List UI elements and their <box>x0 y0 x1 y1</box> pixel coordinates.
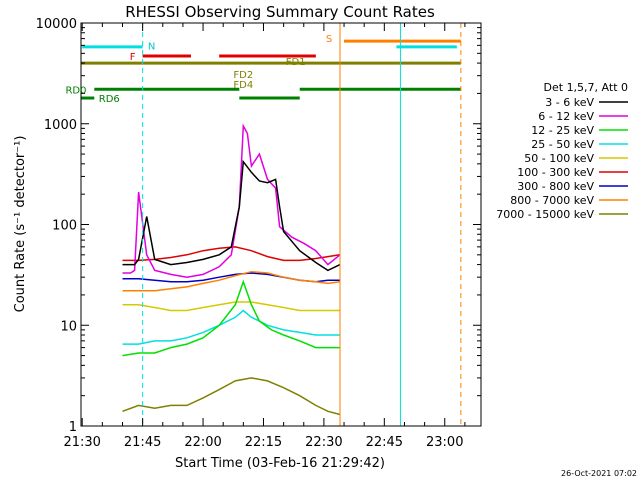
legend-entry-label: 25 - 50 keV <box>531 138 594 151</box>
x-tick-label: 21:30 <box>63 435 100 450</box>
legend-entry-label: 6 - 12 keV <box>538 110 594 123</box>
x-tick-label: 22:15 <box>245 435 282 450</box>
x-axis-label: Start Time (03-Feb-16 21:29:42) <box>175 456 385 471</box>
legend-title: Det 1,5,7, Att 0 <box>544 81 628 94</box>
legend-entry-label: 100 - 300 keV <box>517 166 594 179</box>
series-line-6-12-kev <box>122 123 341 278</box>
flag-label-fd4: FD4 <box>233 80 253 91</box>
legend-entry-label: 800 - 7000 keV <box>510 194 594 207</box>
flag-label-rd6: RD6 <box>99 94 120 105</box>
y-tick-label: 100 <box>52 219 77 234</box>
y-tick-label: 10000 <box>36 17 77 32</box>
legend-entry-label: 50 - 100 keV <box>524 152 594 165</box>
chart-title: RHESSI Observing Summary Count Rates <box>125 3 435 21</box>
flag-label-fd2: FD2 <box>233 70 253 81</box>
flag-label-fd1: FD1 <box>286 57 306 68</box>
x-tick-label: 22:45 <box>366 435 403 450</box>
y-tick-label: 10 <box>60 319 77 334</box>
x-tick-label: 21:45 <box>124 435 161 450</box>
flag-label-s: S <box>326 34 332 45</box>
series-line-25-50-kev <box>122 309 340 345</box>
y-axis-label: Count Rate (s⁻¹ detector⁻¹) <box>13 136 28 313</box>
legend-entry-label: 3 - 6 keV <box>545 96 594 109</box>
x-tick-label: 23:00 <box>426 435 463 450</box>
flag-label-n: N <box>148 41 155 52</box>
legend-entry-label: 7000 - 15000 keV <box>496 208 594 221</box>
legend-entry-label: 12 - 25 keV <box>531 124 594 137</box>
series-line-3-6-kev <box>122 159 341 272</box>
series-line-800-7000-kev <box>122 270 341 292</box>
plot-frame <box>80 22 482 427</box>
series-line-12-25-kev <box>122 279 340 357</box>
x-tick-label: 22:30 <box>305 435 342 450</box>
series-line-50-100-kev <box>122 301 340 312</box>
y-tick-label: 1 <box>69 420 77 435</box>
footer-timestamp: 26-Oct-2021 07:02 <box>561 469 637 478</box>
x-tick-label: 22:00 <box>184 435 221 450</box>
flag-label-f: F <box>130 52 136 63</box>
legend-entry-label: 300 - 800 keV <box>517 180 594 193</box>
y-tick-label: 1000 <box>44 118 77 133</box>
flag-label-rd0: RD0 <box>65 85 86 96</box>
series-line-7000-15000-kev <box>122 377 341 416</box>
